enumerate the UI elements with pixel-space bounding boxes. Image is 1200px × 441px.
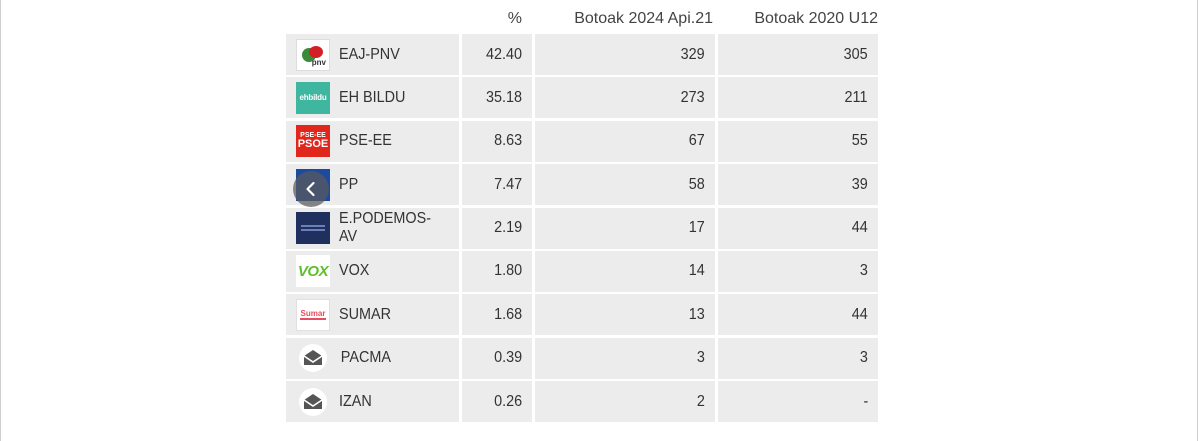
votes-2024-cell: 273: [535, 77, 715, 119]
table-row: ehbildu EH BILDU 35.18 273 211: [286, 77, 878, 119]
party-name: EAJ-PNV: [339, 45, 400, 63]
table-header: % Botoak 2024 Api.21 Botoak 2020 U12: [286, 6, 878, 32]
podemos-logo: [296, 212, 330, 245]
party-cell: ehbildu EH BILDU: [286, 77, 459, 119]
party-cell: IZAN: [286, 381, 459, 423]
votes-2020-cell: 3: [718, 250, 878, 292]
votes-2020-cell: 305: [718, 34, 878, 75]
percent-cell: 2.19: [462, 207, 532, 249]
party-cell: PACMA: [286, 337, 459, 379]
percent-cell: 1.68: [462, 294, 532, 336]
sumar-logo: Sumar: [296, 298, 330, 331]
percent-cell: 1.80: [462, 250, 532, 292]
votes-2020-cell: 39: [718, 164, 878, 206]
percent-cell: 7.47: [462, 164, 532, 206]
percent-cell: 35.18: [462, 77, 532, 119]
votes-2020-cell: -: [718, 381, 878, 423]
envelope-icon: [296, 386, 330, 418]
table-row: Sumar SUMAR 1.68 13 44: [286, 294, 878, 336]
table-row: VOX VOX 1.80 14 3: [286, 250, 878, 292]
eaj-pnv-logo: pnv: [296, 38, 330, 71]
percent-cell: 42.40: [462, 34, 532, 75]
table-row: pnv EAJ-PNV 42.40 329 305: [286, 34, 878, 75]
table-body: pnv EAJ-PNV 42.40 329 305 ehbildu EH BIL…: [286, 34, 878, 423]
party-cell: PSE-EE PSOE PSE-EE: [286, 120, 459, 162]
votes-2024-cell: 13: [535, 294, 715, 336]
votes-2024-cell: 14: [535, 250, 715, 292]
party-cell: E.PODEMOS-AV: [286, 207, 459, 249]
envelope-icon: [296, 342, 330, 374]
eh-bildu-logo: ehbildu: [296, 81, 330, 114]
votes-2024-cell: 3: [535, 337, 715, 379]
table-row: PACMA 0.39 3 3: [286, 337, 878, 379]
party-name: PSE-EE: [339, 132, 392, 150]
table-row: E.PODEMOS-AV 2.19 17 44: [286, 207, 878, 249]
vox-logo: VOX: [296, 255, 330, 288]
party-name: SUMAR: [339, 305, 392, 323]
header-votes-2020: Botoak 2020 U12: [754, 10, 878, 27]
party-name: E.PODEMOS-AV: [339, 210, 432, 246]
party-name: PACMA: [340, 349, 391, 367]
votes-2020-cell: 3: [718, 337, 878, 379]
carousel-prev-button[interactable]: [293, 171, 329, 207]
header-votes-2024: Botoak 2024 Api.21: [574, 10, 713, 27]
percent-cell: 8.63: [462, 120, 532, 162]
party-name: PP: [339, 175, 359, 193]
votes-2024-cell: 329: [535, 34, 715, 75]
table-row: PSE-EE PSOE PSE-EE 8.63 67 55: [286, 120, 878, 162]
pse-ee-logo: PSE-EE PSOE: [296, 125, 330, 158]
party-cell: pnv EAJ-PNV: [286, 34, 459, 75]
votes-2020-cell: 55: [718, 120, 878, 162]
party-cell: Sumar SUMAR: [286, 294, 459, 336]
party-name: EH BILDU: [339, 88, 406, 106]
votes-2020-cell: 44: [718, 294, 878, 336]
votes-2024-cell: 58: [535, 164, 715, 206]
votes-2024-cell: 2: [535, 381, 715, 423]
votes-2020-cell: 211: [718, 77, 878, 119]
percent-cell: 0.39: [462, 337, 532, 379]
party-cell: VOX VOX: [286, 250, 459, 292]
party-name: VOX: [339, 262, 370, 280]
votes-2024-cell: 67: [535, 120, 715, 162]
percent-cell: 0.26: [462, 381, 532, 423]
table-row: IZAN 0.26 2 -: [286, 381, 878, 423]
chevron-left-icon: [306, 181, 315, 197]
table-row: PP 7.47 58 39: [286, 164, 878, 206]
party-name: IZAN: [339, 392, 372, 410]
header-percent: %: [507, 10, 522, 27]
votes-2020-cell: 44: [718, 207, 878, 249]
votes-2024-cell: 17: [535, 207, 715, 249]
results-table: % Botoak 2024 Api.21 Botoak 2020 U12 pnv…: [286, 6, 878, 425]
